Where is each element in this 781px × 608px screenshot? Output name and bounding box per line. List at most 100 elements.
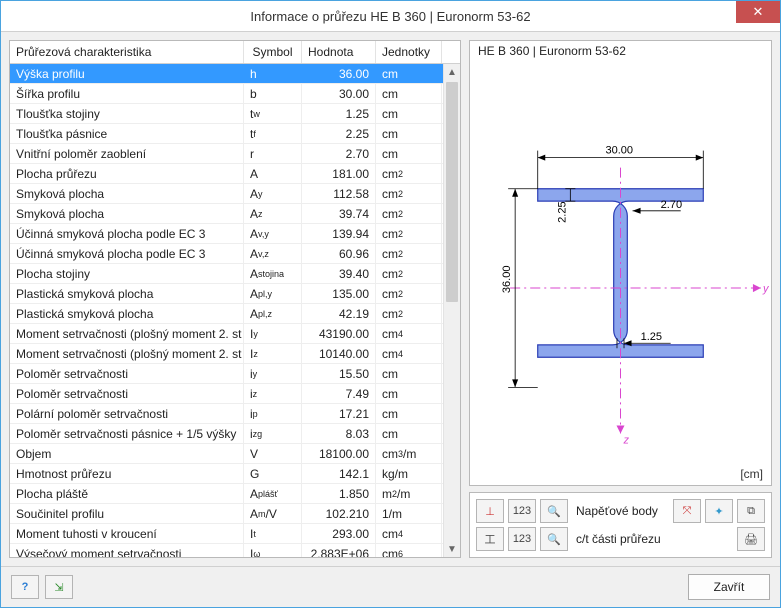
cell-name: Objem	[10, 444, 244, 463]
toolbar-panel: ⊥ 123 🔍 Napěťové body ⤧ ✦ ⧉ 工 123 🔍 c/t …	[469, 492, 772, 558]
table-row[interactable]: Hmotnost průřezuG142.1kg/m	[10, 464, 460, 484]
cell-value: 60.96	[302, 244, 376, 263]
table-row[interactable]: Poloměr setrvačnostiiy15.50cm	[10, 364, 460, 384]
print-button[interactable]: 🖨	[737, 527, 765, 551]
cell-name: Moment setrvačnosti (plošný moment 2. st	[10, 344, 244, 363]
table-row[interactable]: Poloměr setrvačnostiiz7.49cm	[10, 384, 460, 404]
header-value[interactable]: Hodnota	[302, 41, 376, 63]
cell-symbol: h	[244, 64, 302, 83]
cell-unit: cm	[376, 84, 442, 103]
table-row[interactable]: Tloušťka stojinytw1.25cm	[10, 104, 460, 124]
cell-name: Součinitel profilu	[10, 504, 244, 523]
cell-value: 181.00	[302, 164, 376, 183]
cell-name: Tloušťka stojiny	[10, 104, 244, 123]
table-row[interactable]: Polární poloměr setrvačnostiip17.21cm	[10, 404, 460, 424]
cell-unit: cm2	[376, 264, 442, 283]
cell-symbol: tw	[244, 104, 302, 123]
dim-tw: 1.25	[641, 331, 662, 343]
table-row[interactable]: Plocha stojinyAstojina39.40cm2	[10, 264, 460, 284]
table-row[interactable]: Vnitřní poloměr zaoblenír2.70cm	[10, 144, 460, 164]
cell-name: Poloměr setrvačnosti pásnice + 1/5 výšky	[10, 424, 244, 443]
cell-symbol: tf	[244, 124, 302, 143]
axis-z-label: z	[623, 435, 630, 447]
dim-height: 36.00	[501, 265, 513, 293]
cell-name: Smyková plocha	[10, 184, 244, 203]
cell-value: 17.21	[302, 404, 376, 423]
ct-parts-section-button[interactable]: 工	[476, 527, 504, 551]
cell-symbol: A	[244, 164, 302, 183]
table-row[interactable]: Moment setrvačnosti (plošný moment 2. st…	[10, 344, 460, 364]
table-row[interactable]: Smyková plochaAy112.58cm2	[10, 184, 460, 204]
table-row[interactable]: Moment tuhosti v krouceníIt293.00cm4	[10, 524, 460, 544]
close-dialog-button[interactable]: Zavřít	[688, 574, 770, 600]
diagram-panel: HE B 360 | Euronorm 53-62	[469, 40, 772, 486]
cell-unit: cm	[376, 124, 442, 143]
cell-name: Smyková plocha	[10, 204, 244, 223]
table-row[interactable]: Plastická smyková plochaApl,z42.19cm2	[10, 304, 460, 324]
axis-y-label: y	[762, 283, 770, 295]
cell-unit: kg/m	[376, 464, 442, 483]
table-row[interactable]: Plocha pláštěAplášť1.850m2/m	[10, 484, 460, 504]
table-row[interactable]: Plocha průřezuA181.00cm2	[10, 164, 460, 184]
table-row[interactable]: Plastická smyková plochaApl,y135.00cm2	[10, 284, 460, 304]
cell-unit: cm4	[376, 324, 442, 343]
cell-name: Vnitřní poloměr zaoblení	[10, 144, 244, 163]
table-row[interactable]: Účinná smyková plocha podle EC 3Av,y139.…	[10, 224, 460, 244]
ct-parts-zoom-button[interactable]: 🔍	[540, 527, 568, 551]
cell-value: 135.00	[302, 284, 376, 303]
cell-unit: cm6	[376, 544, 442, 557]
cell-unit: 1/m	[376, 504, 442, 523]
help-button[interactable]: ?	[11, 575, 39, 599]
table-row[interactable]: Smyková plochaAz39.74cm2	[10, 204, 460, 224]
table-row[interactable]: Součinitel profiluAm/V102.2101/m	[10, 504, 460, 524]
table-row[interactable]: Poloměr setrvačnosti pásnice + 1/5 výšky…	[10, 424, 460, 444]
cell-unit: cm2	[376, 284, 442, 303]
cell-unit: cm	[376, 104, 442, 123]
header-symbol[interactable]: Symbol	[244, 41, 302, 63]
table-row[interactable]: Moment setrvačnosti (plošný moment 2. st…	[10, 324, 460, 344]
diagram-canvas: y z 30.00	[470, 61, 771, 485]
axes-values-button[interactable]: ⧉	[737, 499, 765, 523]
axes-xy-button[interactable]: ✦	[705, 499, 733, 523]
stress-points-red-button[interactable]: ⊥	[476, 499, 504, 523]
toolbar-row-1-label: Napěťové body	[572, 504, 669, 518]
cell-value: 39.74	[302, 204, 376, 223]
table-body: Výška profiluh36.00cmŠířka profilub30.00…	[10, 64, 460, 557]
cell-unit: cm2	[376, 164, 442, 183]
cell-name: Polární poloměr setrvačnosti	[10, 404, 244, 423]
cell-unit: cm2	[376, 244, 442, 263]
header-name[interactable]: Průřezová charakteristika	[10, 41, 244, 63]
cell-value: 15.50	[302, 364, 376, 383]
dim-tf: 2.25	[556, 201, 568, 222]
cell-unit: cm4	[376, 344, 442, 363]
cell-unit: cm2	[376, 184, 442, 203]
cell-name: Výsečový moment setrvačnosti	[10, 544, 244, 557]
axes-origin-button[interactable]: ⤧	[673, 499, 701, 523]
scroll-thumb[interactable]	[446, 82, 458, 302]
stress-points-zoom-button[interactable]: 🔍	[540, 499, 568, 523]
table-row[interactable]: Šířka profilub30.00cm	[10, 84, 460, 104]
window-close-button[interactable]: ✕	[736, 1, 780, 23]
cell-unit: cm3/m	[376, 444, 442, 463]
table-row[interactable]: ObjemV18100.00cm3/m	[10, 444, 460, 464]
cell-unit: cm2	[376, 304, 442, 323]
cell-symbol: Ay	[244, 184, 302, 203]
cell-value: 8.03	[302, 424, 376, 443]
ct-parts-num-button[interactable]: 123	[508, 527, 536, 551]
table-row[interactable]: Výsečový moment setrvačnostiIω2.883E+06c…	[10, 544, 460, 557]
cell-symbol: Astojina	[244, 264, 302, 283]
vertical-scrollbar[interactable]: ▲ ▼	[443, 64, 460, 557]
table-row[interactable]: Účinná smyková plocha podle EC 3Av,z60.9…	[10, 244, 460, 264]
cell-name: Účinná smyková plocha podle EC 3	[10, 224, 244, 243]
cell-name: Výška profilu	[10, 64, 244, 83]
scroll-down-icon[interactable]: ▼	[444, 541, 460, 557]
header-unit[interactable]: Jednotky	[376, 41, 442, 63]
stress-points-num-button[interactable]: 123	[508, 499, 536, 523]
scroll-up-icon[interactable]: ▲	[444, 64, 460, 80]
table-row[interactable]: Výška profiluh36.00cm	[10, 64, 460, 84]
export-button[interactable]: ⇲	[45, 575, 73, 599]
toolbar-row-1: ⊥ 123 🔍 Napěťové body ⤧ ✦ ⧉	[476, 499, 765, 523]
cell-symbol: It	[244, 524, 302, 543]
table-row[interactable]: Tloušťka pásnicetf2.25cm	[10, 124, 460, 144]
toolbar-row-2: 工 123 🔍 c/t části průřezu 🖨	[476, 527, 765, 551]
